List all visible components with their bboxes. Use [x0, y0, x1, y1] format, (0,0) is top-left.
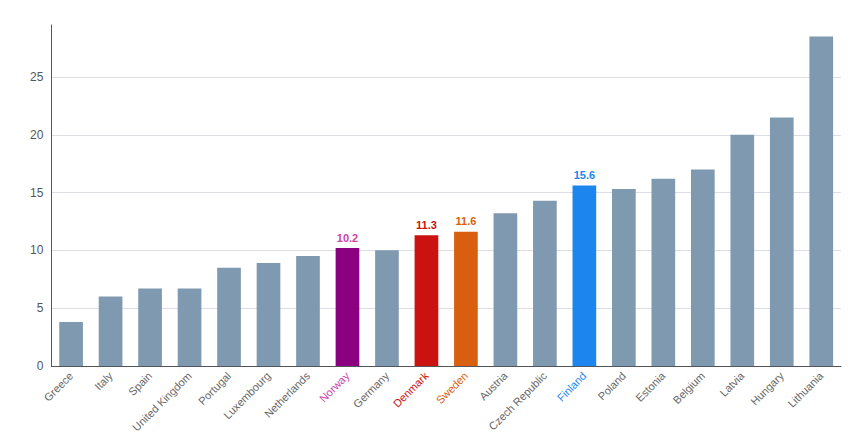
svg-text:United Kingdom: United Kingdom	[130, 370, 194, 434]
svg-text:20: 20	[30, 128, 44, 142]
svg-text:5: 5	[37, 301, 44, 315]
svg-text:Finland: Finland	[555, 370, 589, 404]
svg-text:Italy: Italy	[92, 369, 115, 392]
svg-text:11.3: 11.3	[416, 219, 437, 231]
svg-text:Hungary: Hungary	[748, 369, 786, 407]
svg-text:11.6: 11.6	[456, 215, 477, 227]
svg-text:Czech Republic: Czech Republic	[486, 369, 549, 432]
svg-text:0: 0	[37, 359, 44, 373]
svg-text:Estonia: Estonia	[633, 369, 668, 404]
svg-text:Norway: Norway	[317, 369, 352, 404]
svg-text:Netherlands: Netherlands	[262, 369, 313, 420]
svg-text:Denmark: Denmark	[391, 369, 431, 409]
svg-text:10: 10	[30, 243, 44, 257]
svg-text:Luxembourg: Luxembourg	[221, 369, 273, 422]
svg-text:Sweden: Sweden	[434, 370, 471, 407]
svg-text:Belgium: Belgium	[671, 370, 708, 407]
svg-text:15: 15	[30, 186, 44, 200]
svg-text:Latvia: Latvia	[717, 369, 747, 399]
svg-text:25: 25	[30, 70, 44, 84]
svg-text:Austria: Austria	[477, 369, 510, 402]
svg-text:Portugal: Portugal	[196, 370, 233, 407]
svg-text:Spain: Spain	[126, 370, 154, 398]
svg-text:Lithuania: Lithuania	[785, 369, 826, 410]
svg-text:10.2: 10.2	[337, 232, 358, 244]
svg-text:Greece: Greece	[41, 370, 75, 404]
svg-text:15.6: 15.6	[574, 169, 595, 181]
svg-text:Germany: Germany	[351, 369, 392, 410]
svg-text:Poland: Poland	[595, 370, 628, 403]
